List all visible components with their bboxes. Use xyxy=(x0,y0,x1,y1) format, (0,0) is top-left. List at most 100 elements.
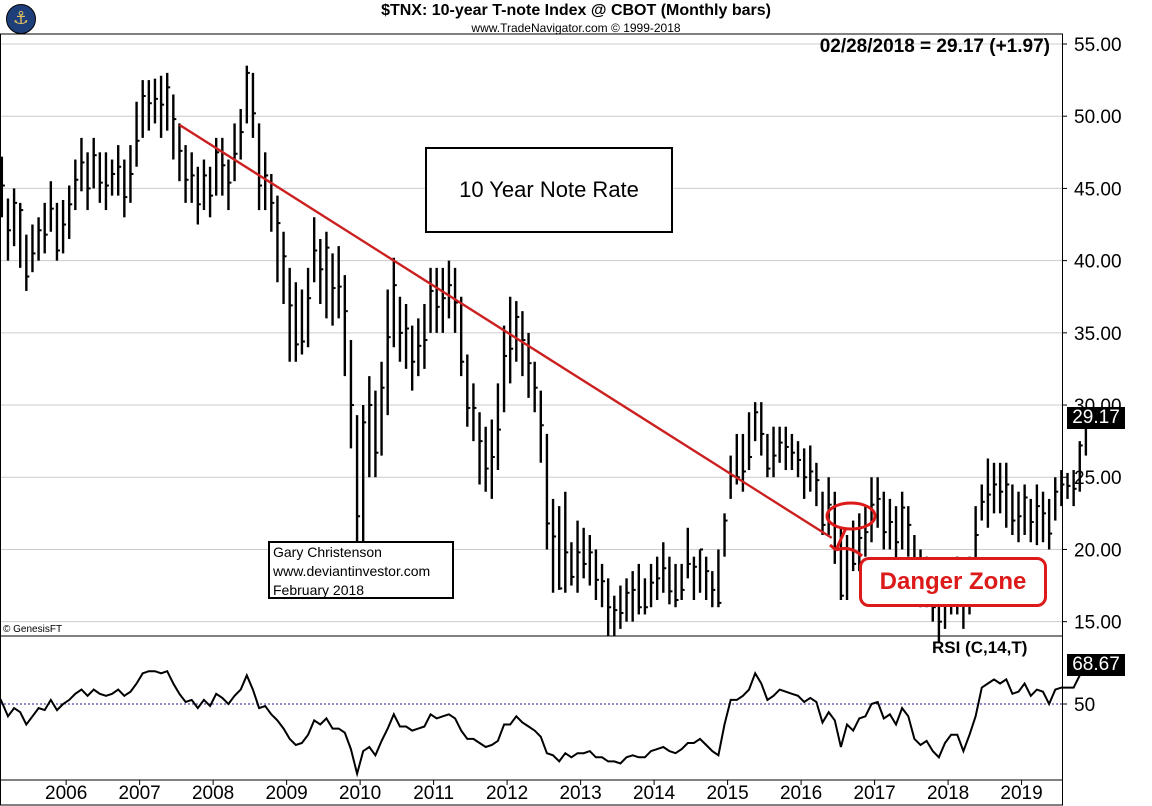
price-bar xyxy=(484,426,489,492)
price-bar xyxy=(882,491,887,550)
price-bar xyxy=(1054,477,1059,521)
price-bar xyxy=(606,578,612,637)
price-bar xyxy=(25,234,30,291)
price-bar xyxy=(245,65,250,124)
price-bars xyxy=(0,65,1089,642)
price-bar xyxy=(6,198,11,261)
price-bar xyxy=(117,145,122,196)
chart-frame xyxy=(0,33,1063,806)
price-bar xyxy=(441,267,446,333)
price-bar xyxy=(159,75,165,138)
price-bar xyxy=(980,484,985,521)
author-name: Gary Christenson xyxy=(273,544,382,560)
price-bar xyxy=(398,296,403,362)
price-bar xyxy=(815,462,820,507)
price-bar xyxy=(1023,484,1028,536)
price-bar xyxy=(276,195,281,283)
y-tick-label: 20.00 xyxy=(1074,540,1122,561)
price-bar xyxy=(1029,498,1034,543)
note-box-label: 10 Year Note Rate xyxy=(459,177,639,202)
price-axis: 15.0020.0025.0030.0035.0040.0045.0050.00… xyxy=(1062,35,1122,634)
price-bar xyxy=(306,267,312,348)
price-bar xyxy=(631,571,636,622)
price-bar xyxy=(459,296,465,377)
price-bar xyxy=(92,137,97,189)
price-bar xyxy=(337,246,342,319)
price-bar xyxy=(227,159,232,211)
x-tick-label: 2011 xyxy=(413,783,454,804)
price-bar xyxy=(992,462,998,514)
price-bar xyxy=(1011,484,1016,536)
price-bar xyxy=(1078,441,1083,492)
price-bar xyxy=(325,231,330,319)
price-bar xyxy=(894,506,900,564)
price-bar xyxy=(68,185,73,239)
price-bar xyxy=(502,325,508,413)
y-tick-label: 55.00 xyxy=(1074,35,1122,56)
price-bar xyxy=(0,156,5,218)
x-tick-label: 2012 xyxy=(486,783,528,804)
price-bar xyxy=(888,498,893,550)
price-bar xyxy=(129,145,134,203)
price-bar xyxy=(772,426,777,478)
price-bar xyxy=(221,137,226,196)
frame-border xyxy=(0,33,1063,806)
price-bar xyxy=(907,506,912,557)
chart-title: $TNX: 10-year T-note Index @ CBOT (Month… xyxy=(381,2,771,19)
rsi-label: RSI (C,14,T) xyxy=(932,638,1028,657)
price-bar xyxy=(166,72,171,131)
price-bar xyxy=(821,491,826,536)
price-bar xyxy=(827,477,832,536)
y-tick-label: 50.00 xyxy=(1074,107,1122,128)
price-bar xyxy=(637,563,642,615)
price-bar xyxy=(717,549,722,608)
price-bar xyxy=(61,199,67,254)
x-tick-label: 2008 xyxy=(192,783,234,804)
price-bar xyxy=(600,563,606,608)
price-bar xyxy=(662,542,667,593)
author-date: February 2018 xyxy=(273,582,365,598)
price-bar xyxy=(98,152,103,203)
author-website: www.deviantinvestor.com xyxy=(273,563,431,579)
price-bar xyxy=(294,282,299,362)
price-bar xyxy=(986,458,991,528)
price-bar xyxy=(809,445,814,492)
price-bar xyxy=(319,238,324,304)
price-bar xyxy=(790,433,795,471)
price-bar xyxy=(1060,470,1065,507)
price-bar xyxy=(784,426,789,471)
price-bar xyxy=(282,231,287,304)
danger-circle xyxy=(825,501,877,531)
price-bar xyxy=(368,376,373,478)
price-bar xyxy=(515,301,520,362)
last-rsi-tag: 68.67 xyxy=(1067,653,1125,676)
price-bar xyxy=(619,585,624,629)
price-bar xyxy=(570,542,575,586)
price-bar xyxy=(233,123,238,182)
price-bar xyxy=(429,267,434,333)
price-bar xyxy=(147,80,152,131)
price-bar xyxy=(1005,462,1010,528)
price-bar xyxy=(202,159,207,211)
danger-arrow xyxy=(829,527,864,558)
price-bar xyxy=(1041,491,1047,543)
y-tick-label: 40.00 xyxy=(1074,252,1122,273)
price-bar xyxy=(190,152,195,203)
danger-zone-label: Danger Zone xyxy=(859,557,1047,607)
price-bar xyxy=(153,78,158,124)
price-bar xyxy=(214,137,220,196)
price-bar xyxy=(643,578,648,615)
price-bar xyxy=(625,578,630,622)
price-bar xyxy=(490,419,495,499)
price-bar xyxy=(796,441,802,478)
price-bar xyxy=(435,267,440,333)
x-tick-label: 2016 xyxy=(780,783,822,804)
x-tick-label: 2018 xyxy=(927,783,969,804)
price-bar xyxy=(753,402,759,442)
price-bar xyxy=(588,535,593,586)
price-bar xyxy=(900,491,906,550)
x-tick-label: 2014 xyxy=(633,783,676,804)
price-bar xyxy=(447,260,452,319)
price-bar xyxy=(472,383,477,442)
